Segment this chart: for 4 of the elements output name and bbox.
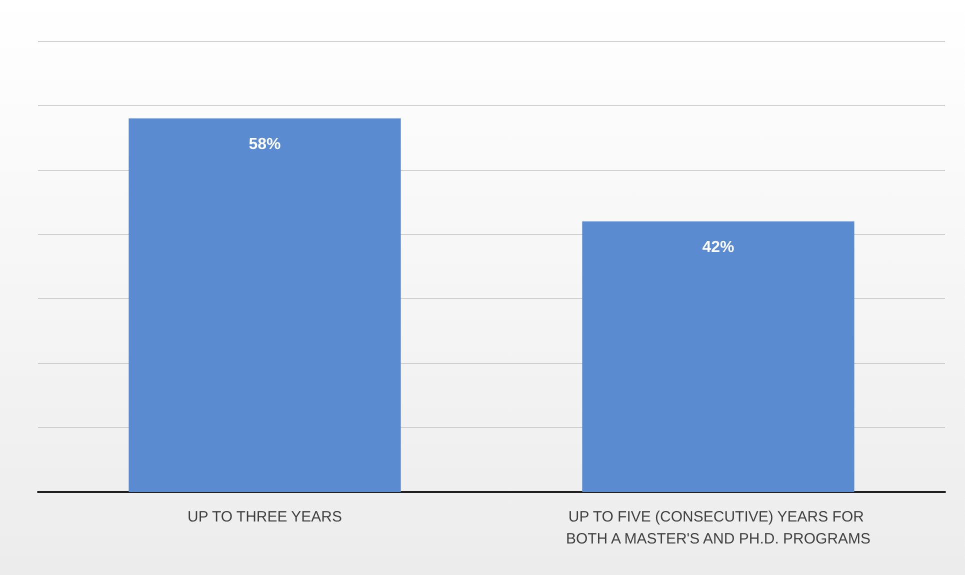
x-tick-label: UP TO FIVE (CONSECUTIVE) YEARS FOR BOTH A MASTER'S AND PH.D. PROGRAMS [566,508,871,548]
x-tick-label: UP TO THREE YEARS [187,508,342,526]
data-label: 42% [702,238,734,256]
data-label: 58% [248,136,281,153]
